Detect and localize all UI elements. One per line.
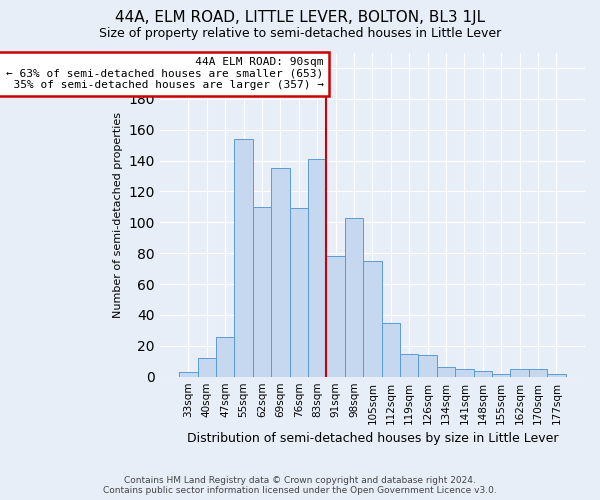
Bar xyxy=(216,336,235,376)
Bar xyxy=(271,168,290,376)
Bar xyxy=(308,159,326,376)
Bar xyxy=(473,370,492,376)
Bar xyxy=(492,374,511,376)
Bar xyxy=(179,372,197,376)
Text: 44A, ELM ROAD, LITTLE LEVER, BOLTON, BL3 1JL: 44A, ELM ROAD, LITTLE LEVER, BOLTON, BL3… xyxy=(115,10,485,25)
Text: Size of property relative to semi-detached houses in Little Lever: Size of property relative to semi-detach… xyxy=(99,28,501,40)
Bar xyxy=(235,139,253,376)
Bar xyxy=(400,354,418,376)
Bar xyxy=(547,374,566,376)
Bar xyxy=(253,207,271,376)
Bar xyxy=(511,369,529,376)
Text: 44A ELM ROAD: 90sqm
← 63% of semi-detached houses are smaller (653)
  35% of sem: 44A ELM ROAD: 90sqm ← 63% of semi-detach… xyxy=(0,57,323,90)
Bar xyxy=(345,218,363,376)
Bar xyxy=(326,256,345,376)
Bar xyxy=(290,208,308,376)
Bar xyxy=(418,355,437,376)
Bar xyxy=(529,369,547,376)
X-axis label: Distribution of semi-detached houses by size in Little Lever: Distribution of semi-detached houses by … xyxy=(187,432,558,445)
Bar xyxy=(455,369,473,376)
Bar xyxy=(382,322,400,376)
Y-axis label: Number of semi-detached properties: Number of semi-detached properties xyxy=(113,112,123,318)
Bar xyxy=(437,368,455,376)
Bar xyxy=(197,358,216,376)
Bar xyxy=(363,261,382,376)
Text: Contains HM Land Registry data © Crown copyright and database right 2024.
Contai: Contains HM Land Registry data © Crown c… xyxy=(103,476,497,495)
